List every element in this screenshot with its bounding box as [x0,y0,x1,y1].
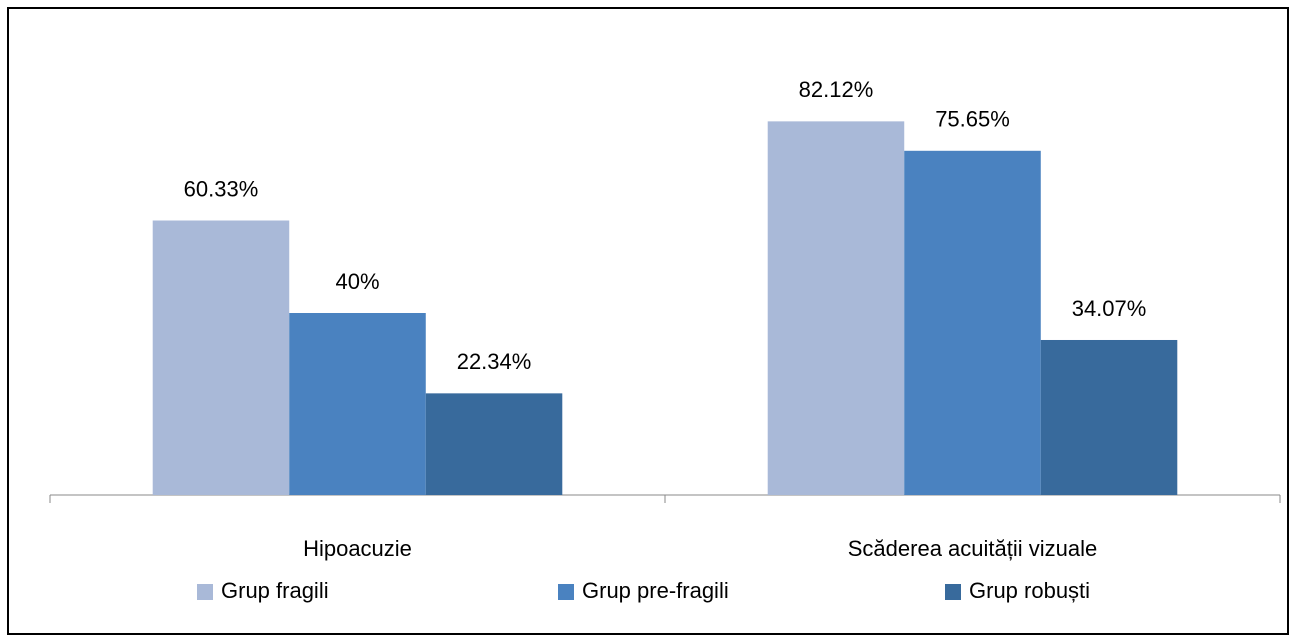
data-label: 34.07% [1072,296,1147,321]
data-label: 40% [335,269,379,294]
bar [767,121,905,495]
legend-swatch [197,584,213,600]
bar [289,313,426,495]
data-label: 60.33% [184,176,259,201]
legend-label: Grup fragili [221,578,329,603]
data-label: 75.65% [935,107,1010,132]
legend-swatch [945,584,961,600]
bar [1040,339,1178,495]
bar [425,393,563,495]
x-tick-label: Hipoacuzie [303,536,412,561]
legend-label: Grup robuști [969,578,1090,603]
data-label: 22.34% [457,349,532,374]
legend-label: Grup pre-fragili [582,578,729,603]
bar [904,150,1041,496]
x-tick-label: Scăderea acuității vizuale [848,536,1097,561]
legend-swatch [558,584,574,600]
bar [152,220,290,495]
data-label: 82.12% [799,77,874,102]
